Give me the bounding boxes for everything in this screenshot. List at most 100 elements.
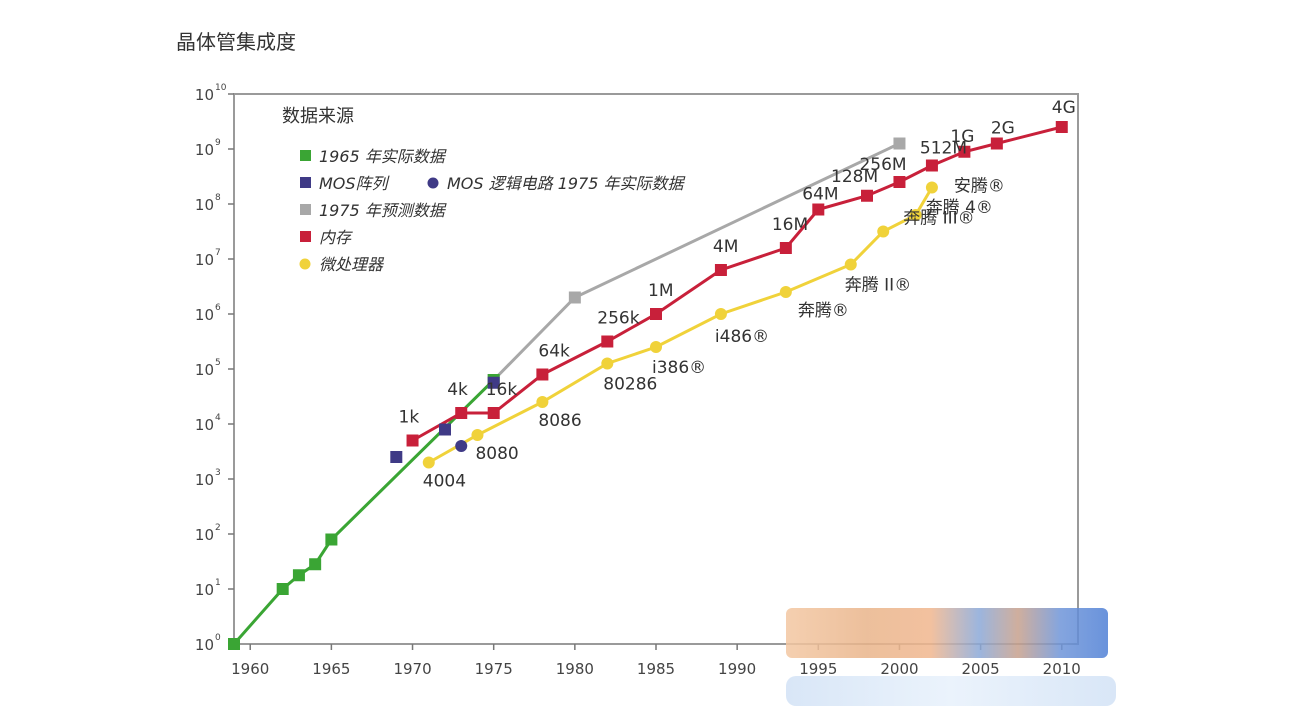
data-point: [958, 145, 971, 158]
y-tick-label: 10: [195, 306, 214, 324]
memory-point-label: 64M: [802, 185, 838, 205]
memory-point-label: 256k: [597, 309, 639, 329]
x-tick-label: 1985: [637, 660, 675, 678]
data-point: [650, 341, 662, 353]
y-tick-label: 10: [195, 86, 214, 104]
y-tick-label: 10: [195, 526, 214, 544]
y-tick-exponent: 3: [215, 468, 221, 478]
legend-marker: [427, 177, 439, 189]
data-point: [877, 225, 890, 238]
memory-point-label: 16k: [486, 380, 518, 400]
memory-point-label: 256M: [859, 155, 906, 175]
data-point: [893, 137, 906, 150]
memory-point-label: 1G: [950, 127, 974, 147]
microprocessor-point-label: 奔腾®: [798, 301, 849, 321]
legend-label: 微处理器: [319, 255, 385, 274]
data-point: [779, 242, 792, 254]
chart-axes: 1960 1965 1970 1975 1980 1985 1990 1995 2000 2005…: [195, 83, 1081, 678]
series-line: [428, 186, 934, 464]
legend-entry: 微处理器: [299, 255, 385, 274]
microprocessor-point-label: 奔腾 III®: [903, 209, 974, 229]
microprocessor-point-label: 奔腾 II®: [845, 276, 911, 296]
data-point: [990, 137, 1003, 150]
legend-title: 数据来源: [282, 106, 354, 127]
data-point: [568, 291, 581, 304]
y-tick-exponent: 2: [215, 523, 221, 533]
data-point: [455, 440, 468, 452]
x-tick-label: 1990: [718, 660, 756, 678]
y-tick-exponent: 5: [215, 358, 221, 368]
data-point: [601, 335, 614, 348]
data-point: [471, 429, 484, 441]
y-tick-label: 10: [195, 196, 214, 214]
data-point: [861, 189, 873, 202]
y-tick-exponent: 4: [215, 413, 221, 423]
x-tick-label: 2010: [1043, 660, 1081, 678]
data-point: [925, 181, 938, 194]
y-tick-label: 10: [195, 581, 214, 599]
watermark-strip: [786, 676, 1116, 706]
y-tick-exponent: 6: [215, 303, 221, 313]
data-point: [406, 434, 419, 447]
data-point: [893, 176, 906, 188]
series-group: [422, 181, 938, 469]
legend-label: 1965 年实际数据: [319, 147, 447, 166]
legend-label: 1975 年预测数据: [319, 201, 447, 220]
data-point: [650, 308, 662, 320]
microprocessor-point-label: 奔腾 4®: [926, 198, 993, 218]
x-tick-label: 2005: [962, 660, 1000, 678]
y-tick-label: 10: [195, 141, 214, 159]
memory-point-label: 1k: [399, 408, 420, 428]
y-axis-title: 晶体管集成度: [176, 30, 296, 54]
y-tick-exponent: 0: [215, 633, 221, 643]
y-tick-label: 10: [195, 416, 214, 434]
microprocessor-point-label: 4004: [423, 472, 466, 492]
memory-point-label: 1M: [648, 281, 673, 301]
microprocessor-point-label: i386®: [652, 358, 706, 378]
data-point: [439, 423, 451, 436]
x-tick-label: 1975: [475, 660, 513, 678]
series-group: [455, 440, 468, 452]
data-point: [309, 558, 322, 571]
legend-entry: 内存: [300, 228, 353, 247]
memory-point-label: 512M: [920, 139, 967, 159]
memory-point-label: 2G: [991, 119, 1015, 139]
microprocessor-point-label: 80286: [603, 375, 657, 395]
y-tick-label: 10: [195, 361, 214, 379]
memory-point-label: 4M: [713, 237, 738, 257]
series-layer: [228, 121, 1068, 650]
data-point: [779, 286, 792, 298]
memory-point-label: 4k: [447, 380, 468, 400]
data-point: [390, 451, 403, 463]
legend-entry: MOS阵列: [300, 174, 391, 193]
data-point: [925, 159, 938, 172]
memory-point-label: 16M: [772, 215, 808, 235]
data-point: [228, 638, 240, 650]
data-point: [455, 407, 468, 419]
data-point: [487, 376, 500, 389]
legend-entry: MOS 逻辑电路 1975 年实际数据: [427, 174, 686, 193]
x-tick-label: 1960: [231, 660, 269, 678]
legend-marker: [299, 258, 311, 270]
legend-label: MOS阵列: [319, 174, 391, 193]
watermark-logo: [786, 608, 1108, 658]
legend-marker: [300, 177, 311, 188]
data-point: [325, 533, 338, 546]
legend-entry: 1975 年预测数据: [300, 201, 447, 220]
series-group: [390, 376, 500, 463]
memory-point-label: 4G: [1052, 98, 1076, 118]
y-tick-exponent: 1: [215, 578, 221, 588]
memory-point-label: 64k: [538, 342, 570, 362]
legend-label: 内存: [319, 228, 353, 247]
series-line: [232, 378, 495, 645]
data-point: [536, 396, 549, 408]
y-tick-label: 10: [195, 471, 214, 489]
data-point: [1055, 121, 1068, 133]
data-point: [536, 368, 549, 381]
data-point: [714, 264, 727, 276]
legend-label: MOS 逻辑电路 1975 年实际数据: [447, 174, 686, 193]
data-point: [601, 357, 614, 370]
legend-entry: 1965 年实际数据: [300, 147, 447, 166]
x-tick-label: 1995: [799, 660, 837, 678]
data-point: [812, 203, 825, 216]
